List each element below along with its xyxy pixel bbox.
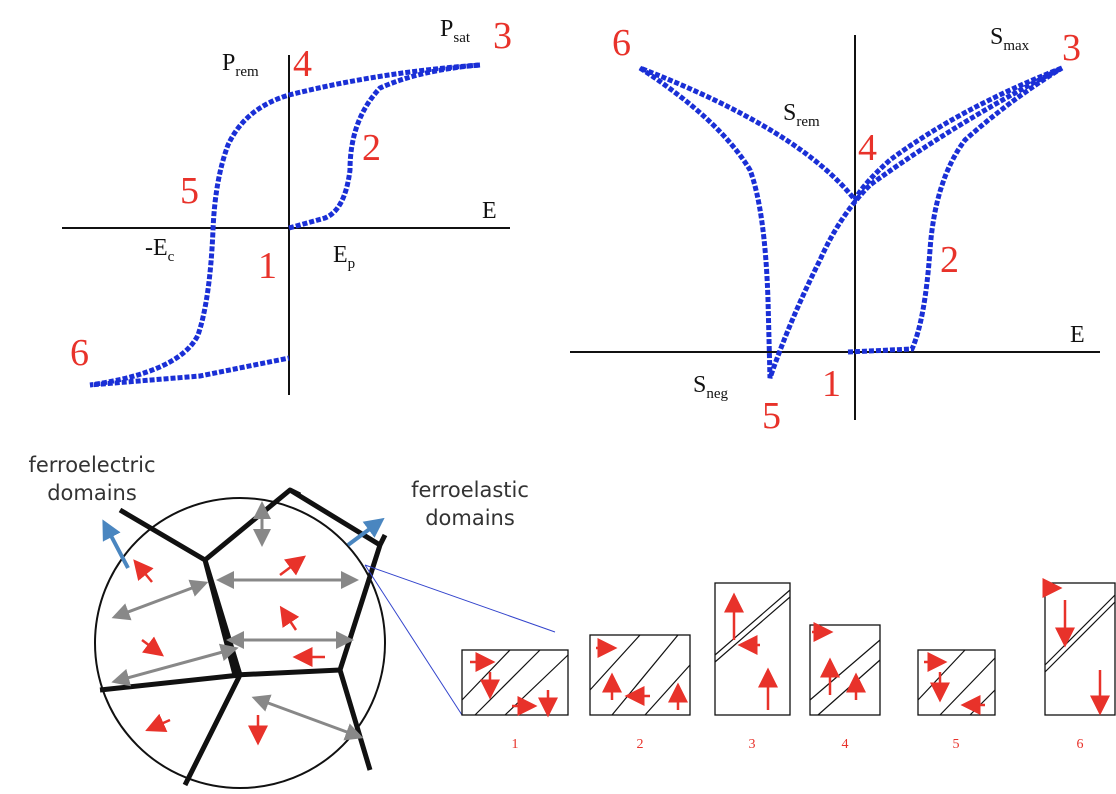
box-label: 6 bbox=[1077, 737, 1084, 752]
caption: domains bbox=[425, 506, 515, 530]
stage: 1 bbox=[822, 363, 841, 405]
annotation: Prem bbox=[222, 50, 259, 80]
annotation: Sneg bbox=[693, 372, 729, 402]
stage: 6 bbox=[70, 332, 89, 374]
box-label: 4 bbox=[842, 737, 849, 752]
annotation: Srem bbox=[783, 100, 820, 130]
annotation: Smax bbox=[990, 24, 1030, 54]
grain-circle bbox=[95, 498, 385, 788]
domain-boxes: 1 2 3 4 5 6 bbox=[462, 583, 1115, 752]
caption: domains bbox=[47, 481, 137, 505]
annotation: -Ec bbox=[145, 235, 175, 265]
zoom-line bbox=[365, 565, 555, 632]
stage: 3 bbox=[493, 15, 512, 57]
domain-illustration: ferroelectric domains ferroelastic domai… bbox=[28, 453, 555, 788]
box-label: 2 bbox=[637, 737, 644, 752]
stage: 5 bbox=[180, 170, 199, 212]
stage: 1 bbox=[258, 245, 277, 287]
stage: 4 bbox=[858, 127, 877, 169]
curve bbox=[90, 65, 480, 385]
axis-label: E bbox=[482, 198, 497, 224]
figure: Prem Psat E -Ec Ep 1 2 3 4 5 6 Smax Srem… bbox=[0, 0, 1116, 794]
stage: 6 bbox=[612, 22, 631, 64]
strain-loop: Smax Srem E Sneg 1 2 3 4 5 6 bbox=[570, 22, 1100, 437]
stage: 5 bbox=[762, 395, 781, 437]
stage: 3 bbox=[1062, 27, 1081, 69]
box bbox=[715, 583, 790, 715]
stage: 2 bbox=[362, 127, 381, 169]
box bbox=[1045, 583, 1115, 715]
annotation: Ep bbox=[333, 242, 355, 272]
box-label: 3 bbox=[749, 737, 756, 752]
stage: 4 bbox=[293, 43, 312, 85]
caption: ferroelectric bbox=[28, 453, 155, 477]
annotation: Psat bbox=[440, 16, 471, 46]
polarization-loop: Prem Psat E -Ec Ep 1 2 3 4 5 6 bbox=[62, 15, 512, 395]
stage: 2 bbox=[940, 239, 959, 281]
box-label: 5 bbox=[953, 737, 960, 752]
axis-label: E bbox=[1070, 322, 1085, 348]
caption: ferroelastic bbox=[411, 478, 529, 502]
box-label: 1 bbox=[512, 737, 519, 752]
pointer bbox=[108, 530, 128, 568]
curve bbox=[848, 68, 1062, 352]
